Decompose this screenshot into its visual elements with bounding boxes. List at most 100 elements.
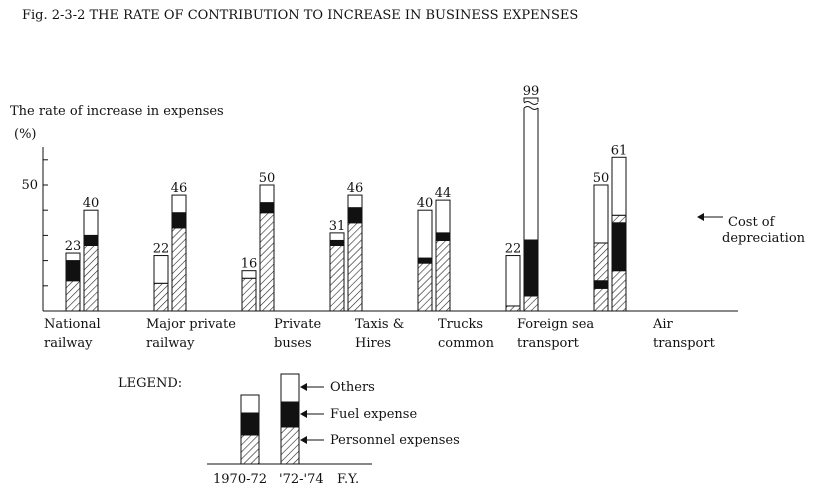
legend-others-label: Others bbox=[330, 380, 375, 395]
segment-others bbox=[83, 209, 99, 236]
legend-title: LEGEND: bbox=[118, 376, 182, 391]
category-label: Taxis & bbox=[355, 317, 404, 332]
segment-others bbox=[611, 156, 627, 216]
bar-total-label: 40 bbox=[83, 196, 100, 211]
legend-x-label-2: '72-'74 bbox=[279, 472, 324, 487]
segment-personnel bbox=[523, 295, 539, 312]
segment-personnel bbox=[65, 280, 81, 312]
segment-others bbox=[593, 184, 609, 244]
segment-fuel bbox=[523, 239, 539, 297]
bar-3-1: 46 bbox=[347, 181, 364, 312]
segment-fuel bbox=[171, 212, 187, 229]
segment-others bbox=[171, 194, 187, 214]
segment-personnel bbox=[611, 270, 627, 312]
bar-2-0: 16 bbox=[241, 257, 258, 312]
bar-total-label: 22 bbox=[153, 242, 170, 257]
bar-4-1: 44 bbox=[435, 186, 452, 312]
segment-personnel bbox=[435, 239, 451, 312]
segment-personnel bbox=[241, 277, 257, 312]
category-label: National bbox=[44, 317, 101, 332]
segment-others bbox=[417, 209, 433, 259]
segment-others bbox=[241, 270, 257, 279]
segment-others bbox=[347, 194, 363, 209]
axis-break bbox=[523, 102, 539, 108]
annotation-line-1: Cost of bbox=[728, 215, 776, 230]
legend-bar2-fuel bbox=[280, 401, 300, 428]
depreciation-annotation: Cost of depreciation bbox=[697, 213, 806, 246]
axis-break-mark bbox=[523, 101, 539, 105]
y-tick-label: 50 bbox=[21, 178, 38, 193]
bar-5-0: 22 bbox=[505, 242, 522, 312]
bar-6-0: 50 bbox=[593, 171, 610, 312]
segment-fuel bbox=[611, 222, 627, 272]
bar-0-0: 23 bbox=[65, 239, 82, 312]
segment-fuel bbox=[65, 260, 81, 282]
legend-personnel-label: Personnel expenses bbox=[330, 433, 460, 448]
bar-total-label: 31 bbox=[329, 219, 346, 234]
segment-fuel bbox=[417, 257, 433, 264]
category-label: transport bbox=[517, 336, 580, 351]
y-axis: 50 bbox=[21, 147, 738, 312]
segment-personnel bbox=[153, 282, 169, 312]
bar-total-label: 50 bbox=[259, 171, 276, 186]
bar-6-1: 61 bbox=[611, 143, 628, 312]
segment-others bbox=[523, 97, 539, 241]
legend-personnel-arrowhead bbox=[300, 436, 307, 444]
bar-total-label: 22 bbox=[505, 242, 522, 257]
category-label: transport bbox=[653, 336, 716, 351]
annotation-line-2: depreciation bbox=[722, 231, 806, 246]
legend-bar1-others bbox=[240, 394, 260, 414]
legend-fy-label: F.Y. bbox=[337, 472, 359, 487]
segment-depreciation bbox=[593, 242, 609, 282]
legend-x-label-1: 1970-72 bbox=[213, 472, 267, 487]
category-label: Trucks bbox=[438, 317, 483, 332]
category-label: Hires bbox=[355, 336, 391, 351]
bar-0-1: 40 bbox=[83, 196, 100, 312]
bar-2-1: 50 bbox=[259, 171, 276, 312]
category-label: railway bbox=[146, 336, 195, 351]
bar-1-0: 22 bbox=[153, 242, 170, 312]
legend-bar1-fuel bbox=[240, 412, 260, 436]
segment-others bbox=[505, 255, 521, 307]
segment-personnel bbox=[329, 244, 345, 312]
y-axis-label: The rate of increase in expenses bbox=[10, 104, 224, 119]
category-label: Air bbox=[652, 317, 674, 332]
segment-others bbox=[435, 199, 451, 234]
segment-others bbox=[329, 232, 345, 241]
bar-total-label: 16 bbox=[241, 257, 258, 272]
bar-1-1: 46 bbox=[171, 181, 188, 312]
legend-fuel-arrowhead bbox=[300, 410, 307, 418]
bar-3-0: 31 bbox=[329, 219, 346, 312]
segment-personnel bbox=[259, 212, 275, 312]
bar-total-label: 23 bbox=[65, 239, 82, 254]
bar-total-label: 46 bbox=[171, 181, 188, 196]
legend-bar1-personnel bbox=[240, 434, 260, 465]
bar-total-label: 46 bbox=[347, 181, 364, 196]
segment-fuel bbox=[435, 232, 451, 241]
category-label: Major private bbox=[146, 317, 236, 332]
legend-others-arrowhead bbox=[300, 383, 307, 391]
legend: LEGEND: Others Fuel expense Personnel ex… bbox=[118, 373, 460, 487]
segment-personnel bbox=[83, 244, 99, 312]
category-label: railway bbox=[44, 336, 93, 351]
segment-personnel bbox=[417, 262, 433, 312]
y-axis-unit: (%) bbox=[14, 127, 37, 142]
category-label: Foreign sea bbox=[517, 317, 594, 332]
segment-depreciation bbox=[611, 214, 627, 224]
segment-others bbox=[259, 184, 275, 204]
legend-bar2-personnel bbox=[280, 426, 300, 465]
category-label: Private bbox=[274, 317, 321, 332]
segment-fuel bbox=[593, 280, 609, 289]
bar-total-label: 50 bbox=[593, 171, 610, 186]
segment-others bbox=[65, 252, 81, 262]
segment-fuel bbox=[259, 202, 275, 214]
bar-total-label: 44 bbox=[435, 186, 452, 201]
bar-total-label: 61 bbox=[611, 143, 628, 158]
segment-fuel bbox=[329, 239, 345, 246]
bar-total-label: 99 bbox=[523, 84, 540, 99]
segment-personnel bbox=[171, 227, 187, 312]
segment-personnel bbox=[347, 222, 363, 312]
bar-total-label: 40 bbox=[417, 196, 434, 211]
segment-others bbox=[153, 255, 169, 284]
